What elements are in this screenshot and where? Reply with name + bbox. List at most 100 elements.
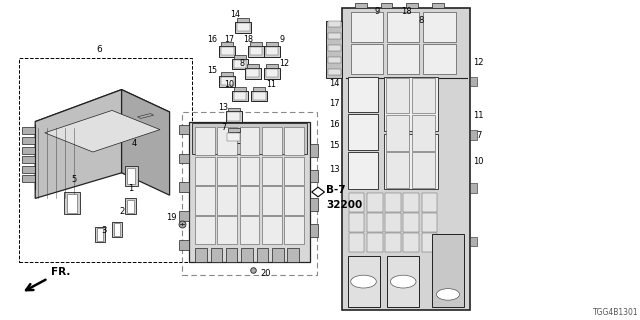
Polygon shape <box>179 211 189 221</box>
Text: 9: 9 <box>279 36 284 44</box>
Polygon shape <box>387 44 419 74</box>
Polygon shape <box>234 60 246 68</box>
Polygon shape <box>412 78 435 113</box>
Polygon shape <box>22 137 35 144</box>
Polygon shape <box>234 55 246 59</box>
Polygon shape <box>266 42 278 46</box>
Polygon shape <box>385 233 401 252</box>
Polygon shape <box>266 64 278 68</box>
Text: 10: 10 <box>474 157 484 166</box>
Polygon shape <box>179 240 189 250</box>
Polygon shape <box>342 8 470 310</box>
Text: 17: 17 <box>224 36 234 44</box>
Polygon shape <box>310 198 318 211</box>
Polygon shape <box>248 46 264 57</box>
Polygon shape <box>348 152 378 189</box>
Polygon shape <box>262 157 282 185</box>
Polygon shape <box>22 175 35 182</box>
Text: 17: 17 <box>330 100 340 108</box>
Polygon shape <box>247 64 259 68</box>
Text: 13: 13 <box>218 103 228 112</box>
Polygon shape <box>240 186 259 214</box>
Polygon shape <box>351 12 383 42</box>
Text: 11: 11 <box>266 80 276 89</box>
Polygon shape <box>412 152 435 188</box>
Polygon shape <box>125 166 138 186</box>
Polygon shape <box>22 156 35 163</box>
Polygon shape <box>64 192 80 214</box>
Polygon shape <box>192 123 307 154</box>
Polygon shape <box>195 157 215 185</box>
Polygon shape <box>262 186 282 214</box>
Polygon shape <box>227 113 240 121</box>
Text: 5: 5 <box>71 175 76 184</box>
Polygon shape <box>221 42 233 46</box>
Polygon shape <box>240 216 259 244</box>
Polygon shape <box>367 213 383 232</box>
Polygon shape <box>240 127 259 156</box>
Polygon shape <box>244 68 261 79</box>
Polygon shape <box>22 127 35 134</box>
Polygon shape <box>349 193 364 212</box>
Text: 4: 4 <box>132 140 137 148</box>
Polygon shape <box>310 170 318 182</box>
Polygon shape <box>112 222 122 237</box>
Text: 6: 6 <box>97 45 102 54</box>
Polygon shape <box>122 90 170 195</box>
Polygon shape <box>234 87 246 91</box>
Text: 9: 9 <box>375 7 380 16</box>
Polygon shape <box>348 77 378 112</box>
Polygon shape <box>219 46 236 57</box>
Polygon shape <box>179 182 189 192</box>
Polygon shape <box>423 44 456 74</box>
Polygon shape <box>35 90 122 198</box>
Text: 8: 8 <box>239 60 244 68</box>
Polygon shape <box>470 77 477 86</box>
Polygon shape <box>266 69 278 77</box>
Polygon shape <box>195 216 215 244</box>
Polygon shape <box>287 248 299 262</box>
Polygon shape <box>195 248 207 262</box>
Polygon shape <box>328 21 341 27</box>
Polygon shape <box>355 3 367 8</box>
Text: 14: 14 <box>330 79 340 88</box>
Polygon shape <box>195 127 215 156</box>
Polygon shape <box>253 87 265 91</box>
Polygon shape <box>22 147 35 154</box>
Polygon shape <box>470 237 477 246</box>
Polygon shape <box>127 168 135 184</box>
Polygon shape <box>326 21 342 78</box>
Polygon shape <box>284 127 304 156</box>
Polygon shape <box>387 256 419 307</box>
Polygon shape <box>384 134 438 189</box>
Polygon shape <box>266 47 278 55</box>
Text: 13: 13 <box>330 165 340 174</box>
Text: 15: 15 <box>330 141 340 150</box>
Polygon shape <box>262 216 282 244</box>
Polygon shape <box>264 46 280 57</box>
Text: 18: 18 <box>401 7 412 16</box>
Polygon shape <box>310 144 318 157</box>
Text: B-7: B-7 <box>326 185 346 196</box>
Polygon shape <box>349 233 364 252</box>
Text: 16: 16 <box>330 120 340 129</box>
Polygon shape <box>328 33 341 39</box>
Polygon shape <box>257 248 268 262</box>
Polygon shape <box>432 234 464 307</box>
Polygon shape <box>312 187 324 197</box>
Text: FR.: FR. <box>51 267 70 277</box>
Text: 14: 14 <box>230 10 241 19</box>
Polygon shape <box>349 213 364 232</box>
Polygon shape <box>251 91 268 101</box>
Polygon shape <box>189 122 310 262</box>
Polygon shape <box>406 3 418 8</box>
Circle shape <box>351 275 376 288</box>
Polygon shape <box>221 72 233 76</box>
Text: 7: 7 <box>221 124 227 132</box>
Text: 16: 16 <box>207 36 218 44</box>
Text: 12: 12 <box>474 58 484 67</box>
Polygon shape <box>328 69 341 75</box>
Text: TGG4B1301: TGG4B1301 <box>593 308 639 317</box>
Polygon shape <box>241 248 253 262</box>
Polygon shape <box>367 233 383 252</box>
